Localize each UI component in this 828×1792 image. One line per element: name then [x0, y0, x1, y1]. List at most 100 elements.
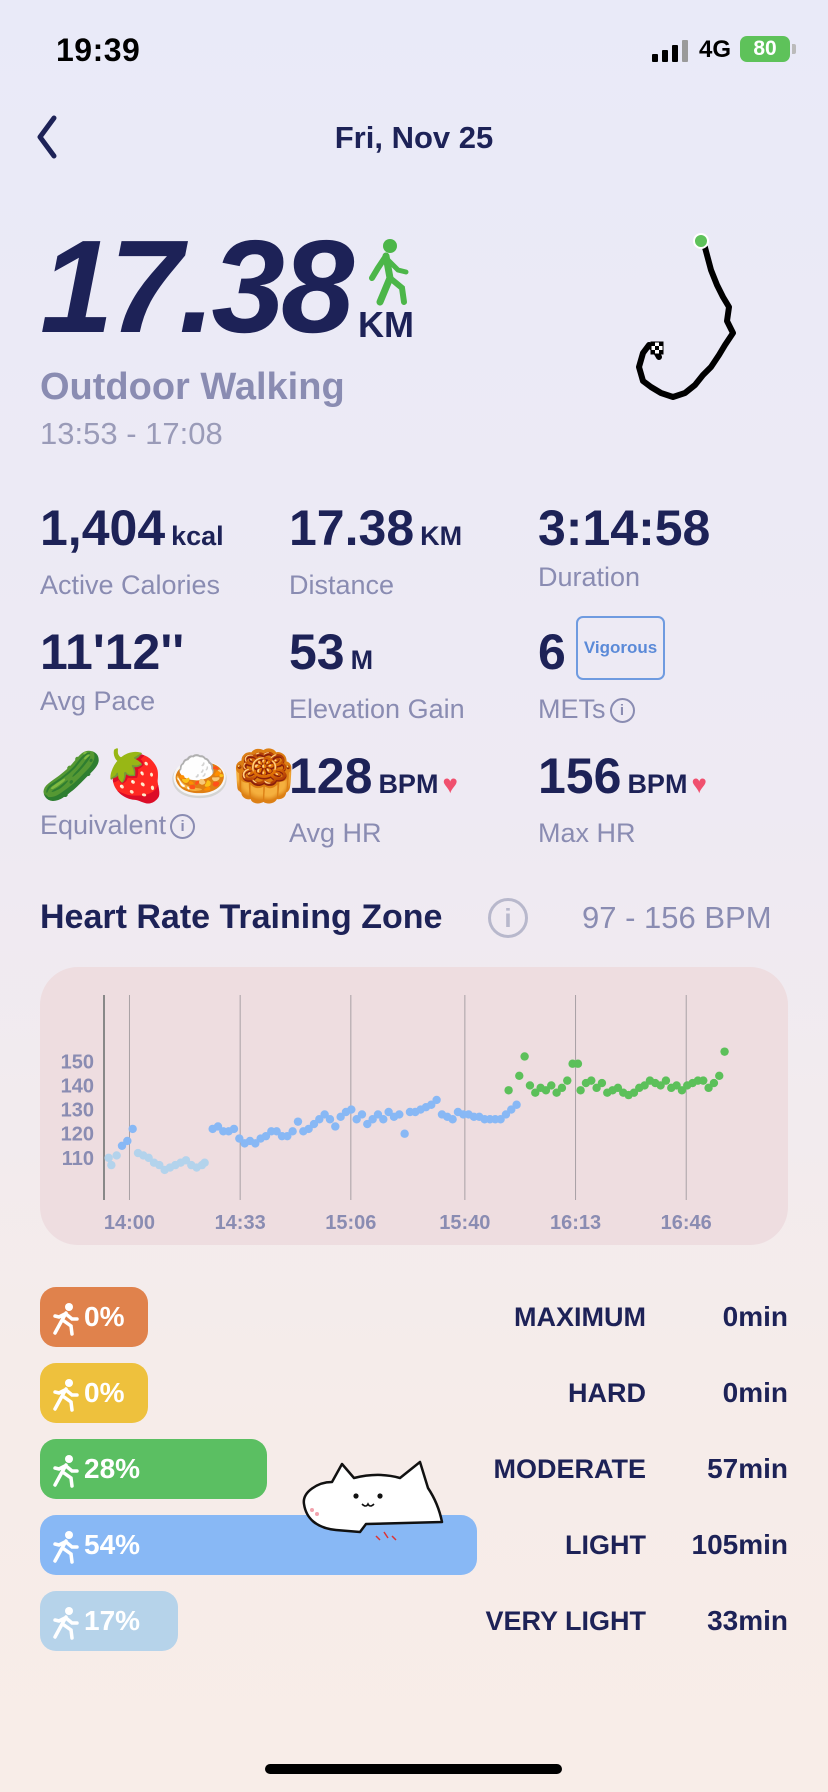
- hr-point-moderate: [504, 1086, 513, 1095]
- x-tick-label: 14:00: [104, 1212, 155, 1234]
- zone-bar-moderate: 28%: [40, 1439, 267, 1499]
- battery-icon: 80: [740, 36, 790, 62]
- runner-icon: [53, 1606, 79, 1640]
- hr-point-light: [384, 1107, 393, 1117]
- hr-point-light: [512, 1100, 521, 1109]
- hr-point-moderate: [573, 1059, 583, 1068]
- route-map[interactable]: [615, 225, 755, 425]
- avg-hr-unit: BPM: [378, 769, 439, 799]
- zone-percent: 0%: [84, 1377, 125, 1408]
- x-tick-label: 15:40: [439, 1212, 490, 1234]
- signal-icon: [652, 40, 688, 62]
- max-hr-value: 156: [538, 748, 622, 804]
- hr-point-light: [368, 1115, 377, 1124]
- duration-value: 3:14:58: [538, 500, 711, 556]
- hr-point-light: [213, 1122, 223, 1131]
- hr-point-light: [272, 1127, 281, 1136]
- activity-time-range: 13:53 - 17:08: [40, 416, 223, 451]
- mets-info-icon[interactable]: i: [609, 698, 635, 724]
- calories-unit: kcal: [171, 521, 224, 551]
- network-label: 4G: [699, 36, 732, 63]
- hr-point-light: [229, 1124, 239, 1134]
- hr-point-light: [288, 1127, 297, 1136]
- hr-point-moderate: [629, 1088, 639, 1097]
- zone-minutes: 33min: [707, 1605, 788, 1636]
- zone-percent: 54%: [84, 1529, 141, 1560]
- x-tick-label: 16:13: [550, 1212, 601, 1234]
- hr-point-moderate: [715, 1071, 724, 1080]
- stat-avg-hr: 128 BPM ♥ Avg HR: [289, 748, 529, 849]
- hr-point-moderate: [677, 1086, 687, 1095]
- cat-sticker-icon: [302, 1460, 444, 1541]
- zone-bar-light: 54%: [40, 1515, 478, 1575]
- y-tick-label: 150: [61, 1051, 94, 1073]
- hr-point-moderate: [656, 1081, 665, 1090]
- x-tick-label: 16:46: [661, 1212, 712, 1234]
- elevation-unit: M: [350, 645, 374, 675]
- runner-icon: [53, 1530, 79, 1564]
- distance-unit: KM: [358, 304, 414, 345]
- hr-point-moderate: [525, 1081, 535, 1090]
- back-chevron-icon[interactable]: [30, 112, 66, 162]
- pace-label: Avg Pace: [40, 686, 156, 716]
- hr-point-moderate: [704, 1083, 713, 1093]
- mets-label: METs: [538, 694, 606, 724]
- hr-point-light: [293, 1117, 303, 1126]
- intensity-badge: Vigorous: [575, 616, 666, 680]
- battery-level: 80: [753, 37, 777, 60]
- elevation-label: Elevation Gain: [289, 694, 465, 724]
- avg-hr-value: 128: [289, 748, 373, 804]
- zone-minutes: 0min: [722, 1377, 788, 1408]
- runner-icon: [53, 1302, 79, 1336]
- hr-point-moderate: [557, 1083, 567, 1093]
- hr-point-moderate: [552, 1088, 561, 1097]
- hr-point-light: [251, 1139, 260, 1148]
- hr-point-moderate: [613, 1083, 623, 1093]
- hr-point-light: [432, 1095, 441, 1105]
- zone-info-icon[interactable]: i: [488, 898, 528, 938]
- route-finish-flag: [650, 341, 664, 355]
- walking-person-icon: [369, 239, 409, 306]
- hr-point-light: [448, 1115, 457, 1124]
- route-start-marker: [693, 233, 709, 249]
- status-time: 19:39: [56, 32, 141, 68]
- zone-bar-maximum: 0%: [40, 1287, 148, 1347]
- hr-point-moderate: [592, 1083, 601, 1093]
- y-tick-label: 130: [61, 1100, 94, 1122]
- hr-point-light: [320, 1110, 329, 1119]
- x-tick-label: 15:06: [325, 1212, 376, 1234]
- distance-hero: 17.38: [40, 213, 354, 360]
- avg-hr-label: Avg HR: [289, 818, 382, 848]
- hr-point-moderate: [709, 1078, 719, 1088]
- hr-point-light: [357, 1110, 367, 1119]
- hr-point-light: [395, 1110, 404, 1119]
- food-equivalent-icons: 🥒🍓🍛🥮: [40, 748, 298, 804]
- hr-point-very-light: [107, 1160, 116, 1170]
- stat-distance: 17.38 KM Distance: [289, 500, 529, 601]
- stat-mets: 6 Vigorous METs i: [538, 616, 778, 725]
- hr-point-light: [331, 1122, 340, 1131]
- hr-point-light: [336, 1112, 345, 1122]
- heart-rate-chart[interactable]: 14:00 14:33 15:06 15:40 16:13 16:46 110 120 130 1…: [40, 967, 788, 1245]
- runner-icon: [53, 1454, 79, 1488]
- hr-point-moderate: [515, 1071, 524, 1080]
- hr-point-light: [304, 1124, 313, 1134]
- y-tick-label: 140: [61, 1075, 94, 1097]
- hr-point-light: [315, 1115, 324, 1124]
- max-hr-label: Max HR: [538, 818, 636, 848]
- hr-point-light: [496, 1115, 505, 1124]
- y-tick-label: 120: [61, 1124, 94, 1146]
- hr-point-moderate: [672, 1081, 681, 1090]
- equivalent-info-icon[interactable]: i: [170, 814, 196, 840]
- calories-value: 1,404: [40, 500, 166, 556]
- hr-point-light: [235, 1134, 244, 1143]
- hr-point-moderate: [699, 1076, 708, 1085]
- hr-point-very-light: [181, 1156, 191, 1165]
- hr-point-very-light: [200, 1158, 209, 1167]
- zone-section-title: Heart Rate Training Zone: [40, 898, 443, 936]
- home-indicator: [265, 1764, 562, 1774]
- pace-value: 11'12'': [40, 624, 185, 680]
- calories-label: Active Calories: [40, 570, 221, 600]
- zone-bar-very-light: 17%: [40, 1591, 178, 1651]
- hr-point-very-light: [155, 1160, 164, 1170]
